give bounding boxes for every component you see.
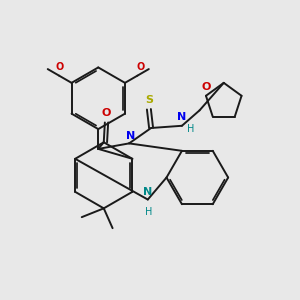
Text: N: N xyxy=(177,112,187,122)
Text: O: O xyxy=(136,62,145,72)
Text: O: O xyxy=(201,82,211,92)
Text: O: O xyxy=(101,108,111,118)
Text: H: H xyxy=(188,124,195,134)
Text: O: O xyxy=(55,62,63,72)
Text: N: N xyxy=(143,187,152,197)
Text: N: N xyxy=(126,131,135,141)
Text: H: H xyxy=(145,207,153,217)
Text: S: S xyxy=(145,95,153,105)
